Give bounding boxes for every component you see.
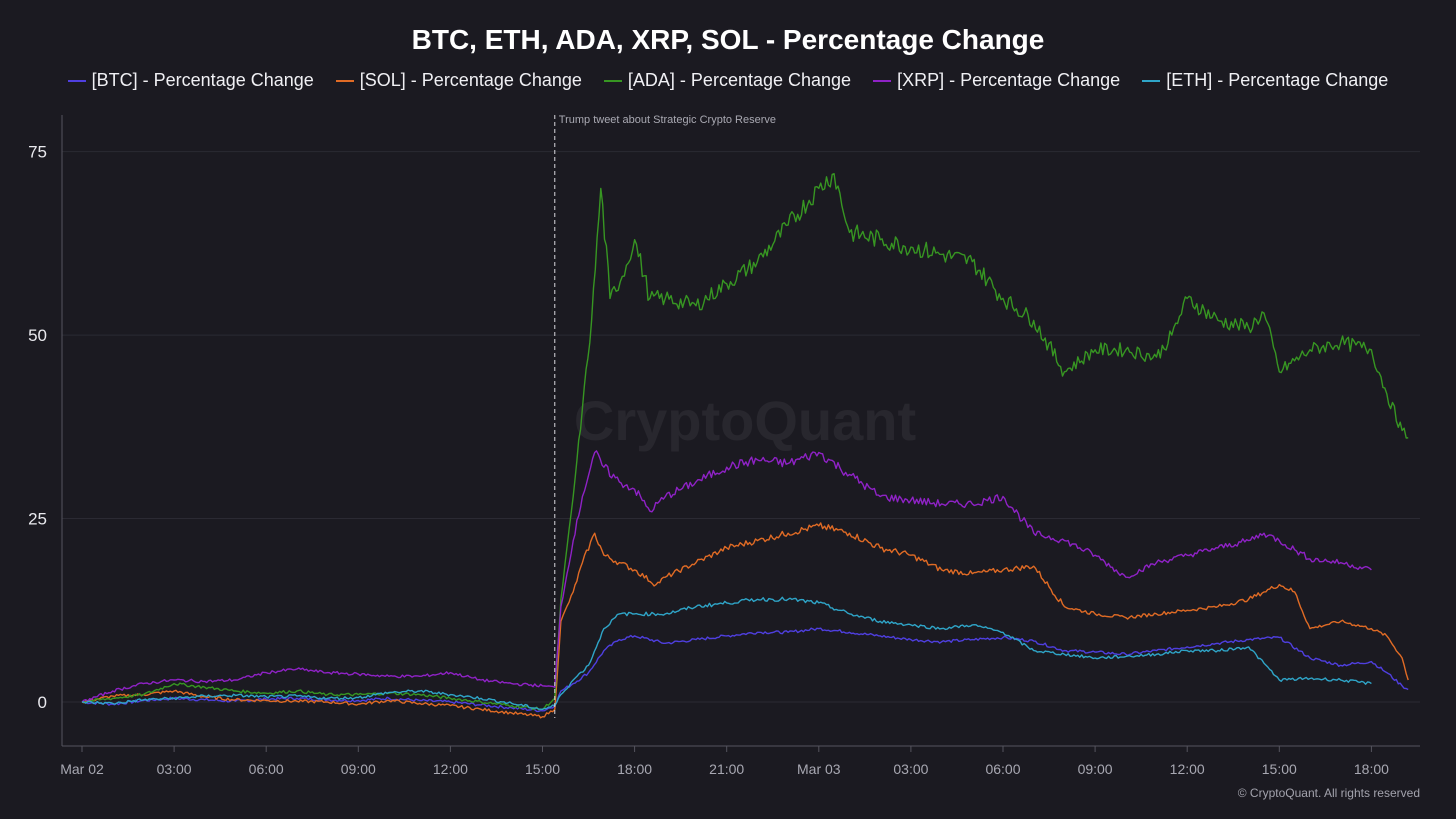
x-tick-label: 09:00 bbox=[341, 761, 376, 777]
legend-item-xrp[interactable]: [XRP] - Percentage Change bbox=[873, 70, 1120, 91]
x-tick-label: 09:00 bbox=[1078, 761, 1113, 777]
chart-title: BTC, ETH, ADA, XRP, SOL - Percentage Cha… bbox=[411, 24, 1045, 55]
x-tick-label: 03:00 bbox=[893, 761, 928, 777]
y-tick-label: 25 bbox=[28, 510, 47, 529]
series-line-eth bbox=[81, 596, 1372, 710]
x-tick-label: Mar 02 bbox=[60, 761, 104, 777]
x-tick-label: 15:00 bbox=[1262, 761, 1297, 777]
legend-swatch-ada bbox=[603, 79, 622, 82]
x-tick-label: 15:00 bbox=[525, 761, 560, 777]
x-tick-label: Mar 03 bbox=[797, 761, 841, 777]
legend-swatch-eth bbox=[1142, 79, 1161, 82]
x-tick-label: 06:00 bbox=[985, 761, 1020, 777]
series-line-ada bbox=[81, 172, 1409, 711]
legend-item-sol[interactable]: [SOL] - Percentage Change bbox=[335, 70, 582, 91]
x-tick-label: 06:00 bbox=[249, 761, 284, 777]
legend-label-eth: [ETH] - Percentage Change bbox=[1166, 70, 1389, 90]
x-tick-label: 21:00 bbox=[709, 761, 744, 777]
legend-swatch-btc bbox=[67, 79, 86, 82]
copyright-text: © CryptoQuant. All rights reserved bbox=[1237, 786, 1420, 800]
y-tick-label: 50 bbox=[28, 326, 47, 345]
legend-swatch-xrp bbox=[873, 79, 892, 82]
legend-swatch-sol bbox=[335, 79, 354, 82]
annotation-text: Trump tweet about Strategic Crypto Reser… bbox=[559, 114, 776, 126]
chart-legend: [BTC] - Percentage Change [SOL] - Percen… bbox=[0, 70, 1456, 91]
x-tick-label: 03:00 bbox=[157, 761, 192, 777]
legend-label-xrp: [XRP] - Percentage Change bbox=[897, 70, 1121, 90]
legend-item-btc[interactable]: [BTC] - Percentage Change bbox=[67, 70, 314, 91]
legend-label-btc: [BTC] - Percentage Change bbox=[91, 70, 314, 90]
watermark-text: CryptoQuant bbox=[574, 389, 916, 452]
x-tick-label: 18:00 bbox=[617, 761, 652, 777]
legend-label-sol: [SOL] - Percentage Change bbox=[359, 70, 582, 90]
x-tick-label: 18:00 bbox=[1354, 761, 1389, 777]
legend-item-eth[interactable]: [ETH] - Percentage Change bbox=[1142, 70, 1388, 91]
x-tick-label: 12:00 bbox=[433, 761, 468, 777]
x-tick-label: 12:00 bbox=[1170, 761, 1205, 777]
legend-item-ada[interactable]: [ADA] - Percentage Change bbox=[603, 70, 852, 91]
series-line-sol bbox=[81, 522, 1409, 719]
y-tick-label: 0 bbox=[38, 693, 47, 712]
legend-label-ada: [ADA] - Percentage Change bbox=[627, 70, 852, 90]
series-line-xrp bbox=[81, 450, 1372, 703]
series-line-btc bbox=[81, 627, 1409, 713]
y-tick-label: 75 bbox=[28, 143, 47, 162]
